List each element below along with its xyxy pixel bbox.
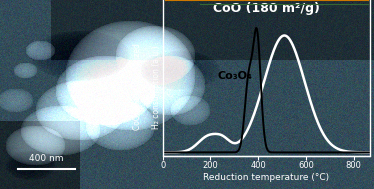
Text: H₂ consumption (a.u.): H₂ consumption (a.u.) [152, 45, 161, 129]
X-axis label: Reduction temperature (°C): Reduction temperature (°C) [203, 173, 329, 182]
Title: CoO (180 m²/g): CoO (180 m²/g) [213, 2, 320, 15]
Text: CoOₓ mass normalized: CoOₓ mass normalized [133, 43, 142, 130]
Text: 400 nm: 400 nm [29, 154, 64, 163]
Text: Co₃O₄: Co₃O₄ [218, 71, 252, 81]
